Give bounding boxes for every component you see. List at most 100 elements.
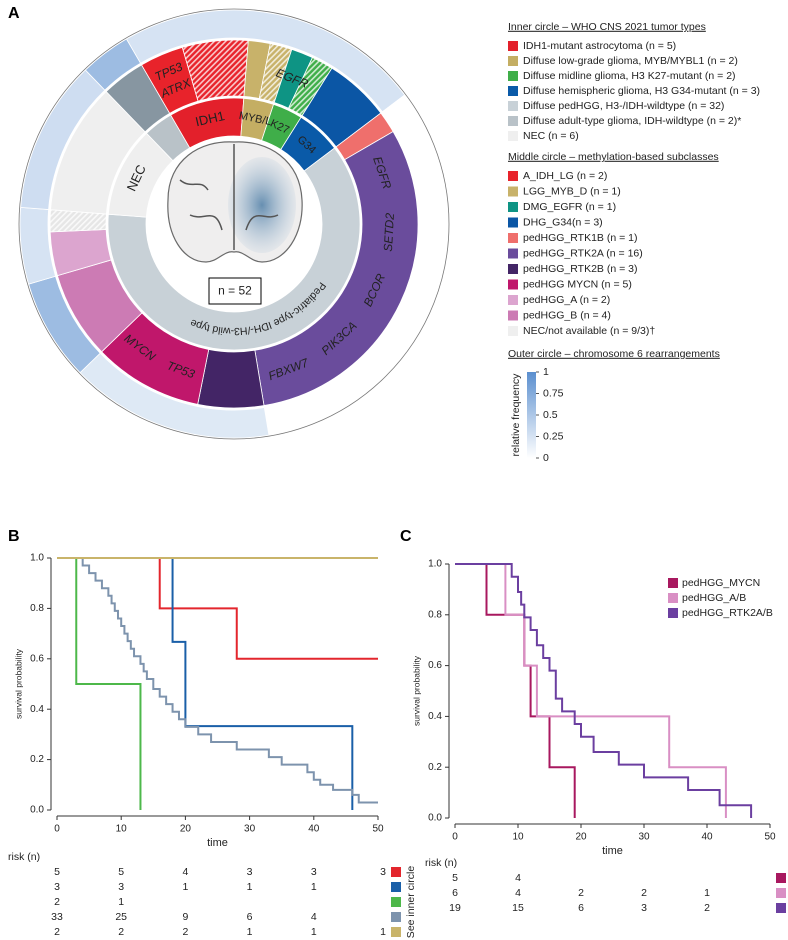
tumor-type-segment: [107, 147, 361, 351]
legend-swatch: [508, 233, 518, 243]
subclass-segment: [197, 349, 265, 409]
risk-count: 3: [641, 902, 647, 914]
legend-label: pedHGG_RTK2A/B: [682, 607, 773, 619]
panel-label: B: [8, 528, 20, 545]
legend-label: pedHGG_A/B: [682, 592, 746, 604]
legend-swatch: [508, 56, 518, 66]
legend-label: Diffuse adult-type glioma, IDH-wildtype …: [523, 115, 741, 127]
legend-label: pedHGG_B (n = 4): [523, 309, 611, 321]
survival-curve: [57, 557, 142, 810]
legend-swatch: [508, 171, 518, 181]
colorbar-tick-label: 0.75: [543, 387, 564, 399]
legend-swatch: [508, 202, 518, 212]
legend-swatch: [508, 217, 518, 228]
risk-count: 2: [641, 887, 647, 899]
risk-count: 5: [452, 872, 458, 884]
risk-title: risk (n): [8, 851, 40, 863]
legend-label: DHG_G34(n = 3): [523, 216, 603, 228]
y-tick-label: 1.0: [428, 559, 442, 570]
legend-label: pedHGG_RTK1B (n = 1): [523, 232, 638, 244]
survival-curve: [455, 563, 753, 818]
risk-count: 33: [51, 911, 63, 923]
legend-label: Diffuse hemispheric glioma, H3 G34-mutan…: [523, 85, 760, 97]
y-tick-label: 0.4: [30, 704, 44, 715]
y-axis-title: survival probability: [411, 655, 421, 726]
legend-swatch: [668, 608, 678, 618]
legend-swatch: [508, 310, 518, 321]
hatch: [288, 57, 332, 116]
risk-count: 1: [704, 887, 710, 899]
colorbar: [527, 372, 536, 458]
y-tick-label: 0.6: [30, 653, 44, 664]
legend-title: Inner circle – WHO CNS 2021 tumor types: [508, 21, 706, 33]
risk-note: 3: [380, 866, 386, 878]
risk-count: 6: [578, 902, 584, 914]
x-axis-title: time: [602, 845, 623, 857]
subclass-segment: [50, 91, 146, 215]
legend-swatch: [668, 578, 678, 588]
legend-label: pedHGG_RTK2B (n = 3): [523, 263, 638, 275]
legend-label: Diffuse pedHGG, H3-/IDH-wildtype (n = 32…: [523, 100, 724, 112]
risk-count: 4: [515, 872, 521, 884]
risk-count: 4: [515, 887, 521, 899]
risk-swatch: [391, 897, 401, 907]
risk-count: 3: [247, 866, 253, 878]
legend-label: pedHGG_MYCN: [682, 577, 760, 589]
tumor-type-segment: [107, 132, 174, 218]
risk-count: 1: [247, 926, 253, 938]
risk-count: 1: [247, 881, 253, 893]
y-tick-label: 0.8: [30, 603, 44, 614]
legend-swatch: [508, 326, 518, 336]
legend-label: Diffuse low-grade glioma, MYB/MYBL1 (n =…: [523, 55, 738, 67]
survival-curve: [455, 563, 727, 818]
legend-swatch: [668, 593, 678, 603]
outer-outline: [18, 8, 450, 440]
risk-count: 3: [118, 881, 124, 893]
risk-count: 5: [118, 866, 124, 878]
x-tick-label: 30: [244, 824, 256, 835]
risk-count: 1: [182, 881, 188, 893]
risk-count: 4: [182, 866, 188, 878]
risk-count: 3: [311, 866, 317, 878]
risk-count: 9: [182, 911, 188, 923]
risk-count: 4: [311, 911, 317, 923]
risk-count: 2: [578, 887, 584, 899]
y-tick-label: 0.2: [30, 754, 44, 765]
colorbar-label: relative frequency: [510, 373, 522, 457]
y-tick-label: 0.0: [30, 805, 44, 816]
survival-curve: [57, 557, 378, 660]
legend-title: Outer circle – chromosome 6 rearrangemen…: [508, 348, 720, 360]
x-tick-label: 50: [764, 832, 776, 843]
risk-count: 2: [182, 926, 188, 938]
gene-label: SETD2: [381, 212, 397, 252]
x-tick-label: 10: [116, 824, 128, 835]
risk-count: 1: [118, 896, 124, 908]
risk-swatch: [391, 927, 401, 937]
risk-count: 6: [452, 887, 458, 899]
y-tick-label: 0.4: [428, 711, 442, 722]
legend-label: NEC/not available (n = 9/3)†: [523, 325, 655, 337]
panel-label: A: [8, 5, 20, 22]
x-tick-label: 0: [452, 832, 458, 843]
legend-label: LGG_MYB_D (n = 1): [523, 185, 621, 197]
legend-swatch: [508, 71, 518, 81]
x-tick-label: 40: [308, 824, 320, 835]
legend-label: A_IDH_LG (n = 2): [523, 170, 607, 182]
risk-swatch: [391, 912, 401, 922]
risk-swatch: [776, 903, 786, 913]
risk-swatch: [776, 888, 786, 898]
risk-swatch: [391, 867, 401, 877]
ring-label: IDH1: [194, 108, 226, 129]
legend-label: Diffuse midline glioma, H3 K27-mutant (n…: [523, 70, 736, 82]
colorbar-tick-label: 0.5: [543, 409, 558, 421]
survival-curve: [57, 557, 378, 804]
risk-count: 2: [54, 896, 60, 908]
chr6-segment: [20, 69, 106, 210]
y-axis-title: survival probability: [13, 648, 23, 719]
legend-label: pedHGG_A (n = 2): [523, 294, 610, 306]
risk-count: 1: [311, 926, 317, 938]
tumor-shading: [228, 157, 296, 253]
x-tick-label: 50: [372, 824, 384, 835]
x-tick-label: 0: [54, 824, 60, 835]
